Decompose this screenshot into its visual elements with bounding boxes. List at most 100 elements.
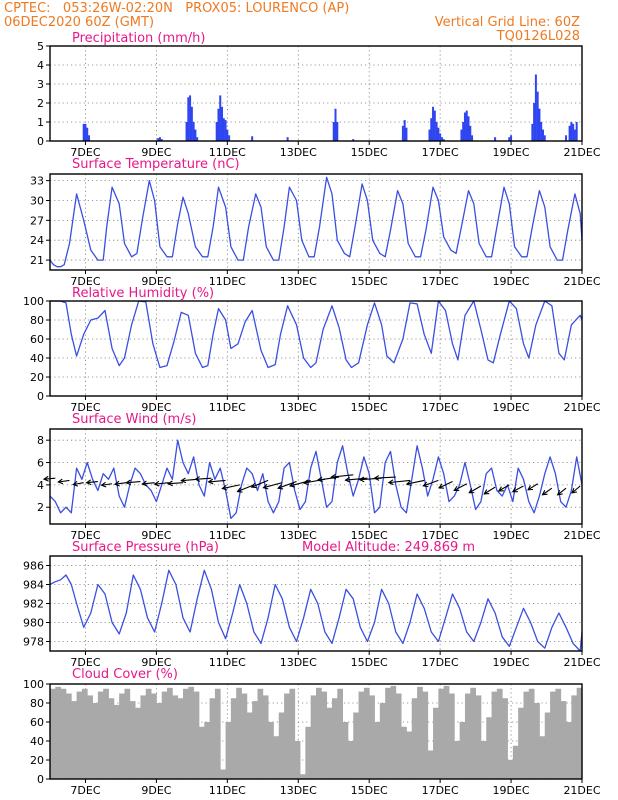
panel-1-bar-8 bbox=[187, 97, 190, 141]
panel-1-bar-52 bbox=[534, 74, 537, 141]
panel-1-bar-30 bbox=[405, 127, 408, 141]
panel-4-wind-arrow-33 bbox=[511, 485, 524, 493]
panel-6-bar-58 bbox=[358, 691, 365, 779]
panel-4-ytick-label-3: 8 bbox=[37, 434, 44, 447]
panel-6-bar-26 bbox=[188, 686, 195, 779]
panel-4-wind-arrow-30 bbox=[468, 485, 482, 494]
panel-6-bar-73 bbox=[438, 688, 445, 779]
panel-5-series-line bbox=[49, 569, 583, 652]
panel-1-bar-28 bbox=[401, 125, 404, 141]
panel-6-bar-91 bbox=[534, 703, 540, 779]
panel-1-bar-25 bbox=[334, 108, 337, 141]
panel-1-bar-20 bbox=[226, 129, 229, 141]
panel-6-bar-56 bbox=[347, 741, 354, 779]
panel-6-bar-96 bbox=[560, 701, 567, 779]
panel-2-xtick-label-2: 11DEC bbox=[209, 275, 246, 288]
panel-1-bar-3 bbox=[88, 135, 91, 141]
panel-6-bar-5 bbox=[76, 691, 83, 779]
panel-1-ytick-label-0: 0 bbox=[37, 135, 44, 148]
panel-6-bar-79 bbox=[470, 687, 476, 779]
panel-1-xtick-label-5: 17DEC bbox=[422, 146, 459, 159]
panel-2-group bbox=[46, 173, 583, 274]
panel-5-xtick-label-0: 7DEC bbox=[70, 656, 100, 669]
panel-1-bar-41 bbox=[462, 122, 465, 141]
panel-6-bar-59 bbox=[363, 687, 370, 779]
panel-1-bar-13 bbox=[196, 137, 199, 141]
panel-5-ytick-label-0: 978 bbox=[23, 636, 44, 649]
panel-6-bar-39 bbox=[257, 688, 264, 779]
panel-6-bar-14 bbox=[124, 688, 131, 779]
panel-1-bar-32 bbox=[430, 118, 433, 141]
panel-4-wind-arrow-1 bbox=[57, 478, 70, 485]
panel-3-xtick-label-1: 9DEC bbox=[141, 401, 171, 414]
panel-1-xtick-label-2: 11DEC bbox=[209, 146, 246, 159]
panel-1-bar-42 bbox=[463, 112, 466, 141]
panel-4-ytick-label-2: 6 bbox=[37, 457, 44, 470]
panel-6-bar-46 bbox=[294, 741, 301, 779]
panel-4-wind-arrow-12 bbox=[207, 478, 226, 485]
panel-1-bar-50 bbox=[531, 123, 534, 141]
panel-4-wind-arrow-31 bbox=[483, 486, 496, 495]
panel-6-bar-52 bbox=[326, 707, 333, 779]
panel-2-ytick-label-0: 21 bbox=[30, 254, 44, 267]
panel-6-bar-60 bbox=[369, 695, 375, 779]
panel-6-bar-45 bbox=[289, 688, 296, 779]
panel-4-wind-arrow-10 bbox=[180, 477, 198, 484]
panel-1-bar-10 bbox=[190, 106, 193, 141]
panel-6-bar-67 bbox=[406, 731, 413, 779]
panel-6-xtick-label-6: 19DEC bbox=[493, 784, 530, 797]
panel-3-xtick-label-0: 7DEC bbox=[70, 401, 100, 414]
panel-1-bar-49 bbox=[510, 135, 513, 141]
panel-5-ytick-label-1: 980 bbox=[23, 617, 44, 630]
panel-6-bar-12 bbox=[113, 704, 120, 779]
panel-6-bar-74 bbox=[443, 685, 450, 779]
panel-2-xtick-label-4: 15DEC bbox=[351, 275, 388, 288]
panel-4-xtick-label-5: 17DEC bbox=[422, 529, 459, 542]
panel-3-xtick-label-3: 13DEC bbox=[280, 401, 317, 414]
panel-2-ytick-label-4: 33 bbox=[30, 175, 44, 188]
panel-5-xtick-label-4: 15DEC bbox=[351, 656, 388, 669]
panel-6-bar-7 bbox=[87, 695, 93, 779]
panel-6-bar-21 bbox=[161, 691, 168, 779]
panel-6-bar-31 bbox=[214, 688, 221, 779]
panel-4-wind-arrow-22 bbox=[344, 476, 368, 483]
panel-4-xtick-label-6: 19DEC bbox=[493, 529, 530, 542]
panel-1-bar-51 bbox=[533, 103, 536, 141]
panel-4-wind-arrow-36 bbox=[556, 487, 567, 496]
panel-6-ytick-label-1: 20 bbox=[30, 754, 44, 767]
panel-3-frame bbox=[49, 300, 583, 397]
panel-6-bar-32 bbox=[220, 769, 226, 779]
panel-5-xtick-label-5: 17DEC bbox=[422, 656, 459, 669]
panel-6-bar-48 bbox=[305, 726, 312, 779]
panel-1-bar-17 bbox=[221, 106, 224, 141]
panel-6-bar-85 bbox=[502, 698, 508, 779]
panel-6-bar-64 bbox=[390, 685, 397, 779]
panel-3-xtick-label-2: 11DEC bbox=[209, 401, 246, 414]
panel-1-bar-23 bbox=[286, 137, 289, 141]
panel-6-xtick-label-2: 11DEC bbox=[209, 784, 246, 797]
panel-1-bar-6 bbox=[160, 139, 163, 141]
panel-3-xtick-label-5: 17DEC bbox=[422, 401, 459, 414]
panel-6-bar-25 bbox=[183, 688, 189, 779]
panel-4-wind-arrow-6 bbox=[125, 479, 141, 486]
panel-2-xtick-label-3: 13DEC bbox=[280, 275, 317, 288]
panel-6-bar-40 bbox=[262, 695, 269, 779]
panel-4-group bbox=[42, 428, 583, 528]
panel-3-group bbox=[46, 300, 583, 400]
panel-1-bar-44 bbox=[467, 116, 470, 141]
panel-1-bar-4 bbox=[157, 138, 160, 141]
panel-1-ytick-label-1: 1 bbox=[37, 116, 44, 129]
panel-6-bar-83 bbox=[491, 691, 498, 779]
panel-6-bar-27 bbox=[193, 691, 200, 779]
panel-2-series-line bbox=[49, 176, 583, 268]
panel-1-bar-33 bbox=[432, 106, 435, 141]
panel-6-bar-76 bbox=[454, 741, 461, 779]
panel-6-bar-20 bbox=[156, 703, 163, 779]
panel-1-bar-62 bbox=[573, 129, 576, 141]
panel-6-bar-68 bbox=[411, 698, 418, 779]
panel-5-xtick-label-7: 21DEC bbox=[563, 656, 600, 669]
panel-6-bar-78 bbox=[464, 693, 471, 779]
panel-1-bar-16 bbox=[219, 95, 222, 141]
panel-6-ytick-label-4: 80 bbox=[30, 697, 44, 710]
panel-1-bar-9 bbox=[189, 95, 192, 141]
